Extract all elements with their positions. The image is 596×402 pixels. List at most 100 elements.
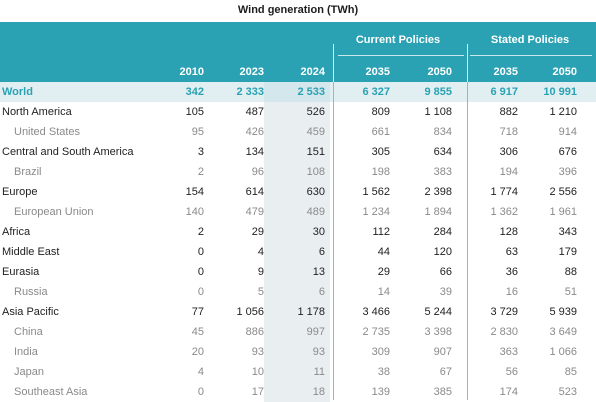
table-cell: 5 (257, 286, 264, 298)
table-cell: 1 066 (549, 346, 577, 358)
data-table: World 342 2 333 2 533 6 327 9 855 6 917 10 991 N… (0, 82, 596, 402)
table-cell: 151 (306, 146, 325, 158)
highlight-column (264, 302, 330, 322)
table-cell: 16 (505, 286, 518, 298)
table-cell: 3 398 (424, 326, 452, 338)
table-cell: 128 (499, 226, 518, 238)
table-cell: 3 649 (549, 326, 577, 338)
highlight-column (264, 202, 330, 222)
header-divider (333, 44, 334, 82)
table-cell: 6 917 (490, 86, 518, 98)
row-label: Africa (2, 226, 31, 238)
table-cell: 105 (185, 106, 204, 118)
table-cell: 526 (306, 106, 325, 118)
table-cell: 0 (197, 246, 204, 258)
region-row: Asia Pacific 77 1 056 1 178 3 466 5 244 3 729 5… (0, 302, 596, 322)
table-cell: 77 (191, 306, 204, 318)
row-label: North America (2, 106, 72, 118)
row-label: Russia (14, 286, 48, 298)
highlight-column (264, 362, 330, 382)
table-cell: 343 (558, 226, 577, 238)
table-cell: 1 108 (424, 106, 452, 118)
table-cell: 29 (251, 226, 264, 238)
region-row: Africa 2 29 30 112 284 128 343 (0, 222, 596, 242)
header-divider (467, 44, 468, 82)
region-row: Europe 154 614 630 1 562 2 398 1 774 2 556 (0, 182, 596, 202)
sub-region-row: United States 95 426 459 661 834 718 914 (0, 122, 596, 142)
highlight-column (264, 242, 330, 262)
table-cell: 630 (306, 186, 325, 198)
table-cell: 0 (197, 286, 204, 298)
table-cell: 45 (191, 326, 204, 338)
table-cell: 385 (433, 386, 452, 398)
table-cell: 10 (251, 366, 264, 378)
table-cell: 9 (257, 266, 264, 278)
table-cell: 18 (312, 386, 325, 398)
highlight-column (264, 342, 330, 362)
table-cell: 56 (505, 366, 518, 378)
row-label: Central and South America (2, 146, 134, 158)
table-cell: 14 (377, 286, 390, 298)
sub-region-row: Brazil 2 96 108 198 383 194 396 (0, 162, 596, 182)
table-cell: 44 (377, 246, 390, 258)
table-cell: 479 (245, 206, 264, 218)
table-cell: 1 210 (549, 106, 577, 118)
table-cell: 487 (245, 106, 264, 118)
table-cell: 1 894 (424, 206, 452, 218)
table-cell: 306 (499, 146, 518, 158)
table-cell: 174 (499, 386, 518, 398)
table-cell: 85 (564, 366, 577, 378)
table-cell: 96 (251, 166, 264, 178)
table-cell: 342 (185, 86, 204, 98)
highlight-column (264, 382, 330, 402)
group-stated-policies: Stated Policies (490, 34, 570, 46)
table-cell: 6 327 (362, 86, 390, 98)
table-cell: 3 (197, 146, 204, 158)
table-cell: 489 (306, 206, 325, 218)
table-cell: 523 (558, 386, 577, 398)
group-current-policies: Current Policies (355, 34, 441, 46)
row-label: China (14, 326, 43, 338)
table-cell: 718 (499, 126, 518, 138)
table-cell: 2 (197, 226, 204, 238)
table-cell: 1 562 (362, 186, 390, 198)
table-cell: 198 (371, 166, 390, 178)
table-cell: 5 244 (424, 306, 452, 318)
table-cell: 9 855 (424, 86, 452, 98)
table-cell: 108 (306, 166, 325, 178)
highlight-column (264, 82, 330, 102)
table-cell: 834 (433, 126, 452, 138)
table-cell: 459 (306, 126, 325, 138)
sub-region-row: Southeast Asia 0 17 18 139 385 174 523 (0, 382, 596, 402)
table-cell: 1 961 (549, 206, 577, 218)
table-cell: 67 (439, 366, 452, 378)
column-divider (467, 82, 468, 400)
table-cell: 309 (371, 346, 390, 358)
world-row: World 342 2 333 2 533 6 327 9 855 6 917 10 991 (0, 82, 596, 102)
table-cell: 112 (372, 226, 390, 238)
table-cell: 2 (197, 166, 204, 178)
table-cell: 4 (197, 366, 204, 378)
year-header: 2050 (552, 66, 577, 78)
table-cell: 36 (505, 266, 518, 278)
row-label: Eurasia (2, 266, 40, 278)
table-cell: 914 (558, 126, 577, 138)
row-label: European Union (14, 206, 94, 218)
table-cell: 2 735 (362, 326, 390, 338)
year-header: 2024 (300, 66, 325, 78)
highlight-column (264, 122, 330, 142)
table-cell: 154 (185, 186, 204, 198)
table-cell: 305 (371, 146, 390, 158)
table-cell: 20 (191, 346, 204, 358)
sub-region-row: Japan 4 10 11 38 67 56 85 (0, 362, 596, 382)
sub-region-row: China 45 886 997 2 735 3 398 2 830 3 649 (0, 322, 596, 342)
table-title: Wind generation (TWh) (237, 4, 359, 16)
table-cell: 882 (499, 106, 518, 118)
table-cell: 179 (558, 246, 577, 258)
sub-region-row: European Union 140 479 489 1 234 1 894 1 362 1 … (0, 202, 596, 222)
column-divider (333, 82, 334, 400)
table-cell: 93 (251, 346, 264, 358)
region-row: Eurasia 0 9 13 29 66 36 88 (0, 262, 596, 282)
table-cell: 4 (257, 246, 264, 258)
table-cell: 63 (505, 246, 518, 258)
